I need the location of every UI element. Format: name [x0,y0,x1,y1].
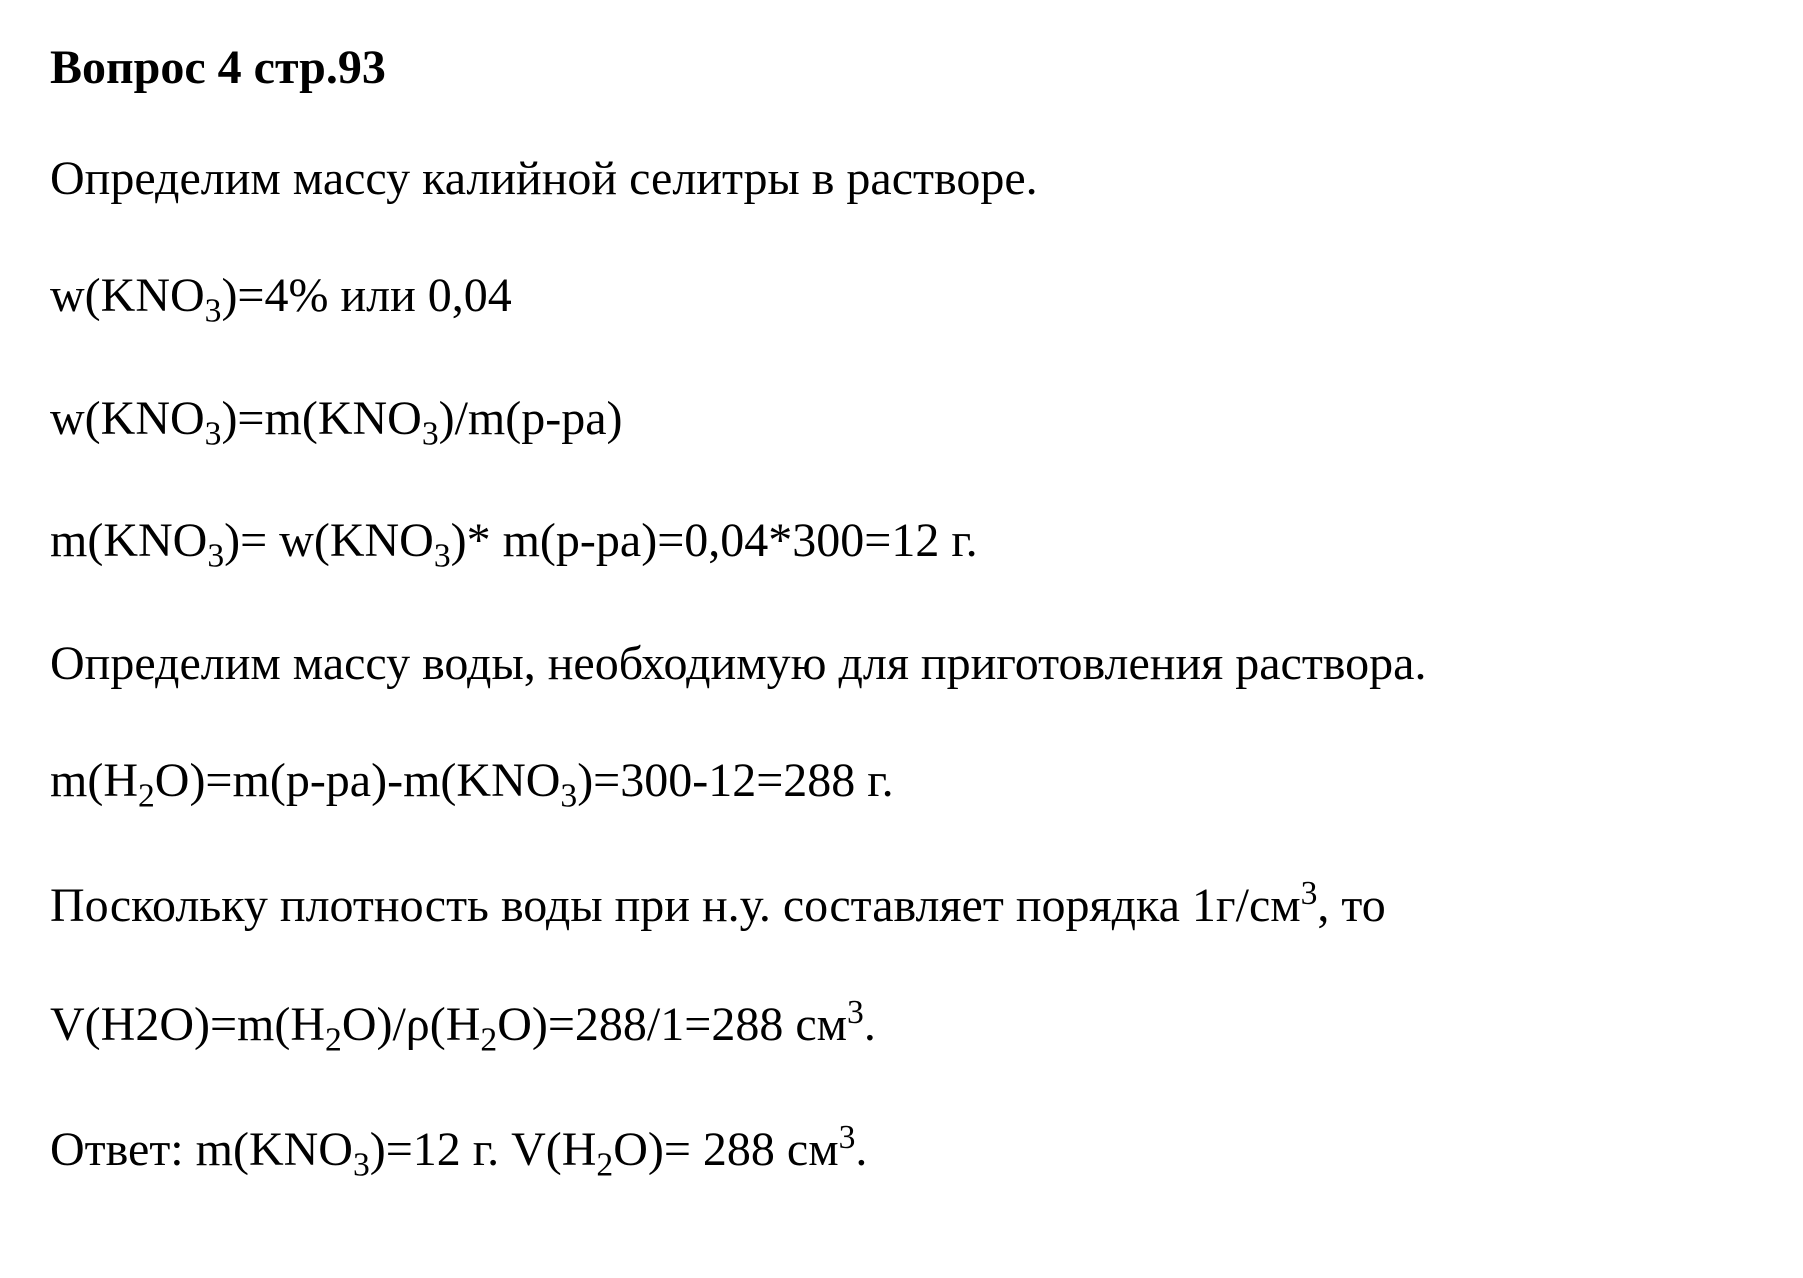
l4-a: m(KNO [50,514,207,567]
l2-sub: 3 [205,293,222,330]
l3-d: 3 [422,415,439,452]
l9-a: Ответ: m(KNO [50,1123,353,1176]
l6-d: 3 [560,778,577,815]
line-9: Ответ: m(KNO3)=12 г. V(H2O)= 288 см3. [50,1114,1753,1189]
l8-b: 2 [325,1022,342,1059]
l2-post: )=4% или 0,04 [221,269,511,322]
l9-c: )=12 г. V(H [370,1123,597,1176]
l6-e: )=300-12=288 г. [577,754,893,807]
l9-b: 3 [353,1146,370,1183]
line-8: V(H2O)=m(H2O)/ρ(H2O)=288/1=288 см3. [50,989,1753,1064]
l7-b: 3 [1301,875,1318,912]
l8-d: 2 [480,1022,497,1059]
line-3: w(KNO3)=m(KNO3)/m(р-ра) [50,385,1753,458]
question-heading: Вопрос 4 стр.93 [50,40,1753,95]
line-7: Поскольку плотность воды при н.у. состав… [50,870,1753,939]
l9-d: 2 [596,1146,613,1183]
l2-pre: w(KNO [50,269,205,322]
l9-e: O)= 288 см [613,1123,838,1176]
line-2: w(KNO3)=4% или 0,04 [50,262,1753,335]
l4-b: 3 [207,538,224,575]
l8-c: O)/ρ(H [342,998,481,1051]
l3-b: 3 [205,415,222,452]
l3-a: w(KNO [50,392,205,445]
l9-f: 3 [839,1119,856,1156]
l4-c: )= w(KNO [224,514,434,567]
l6-b: 2 [138,778,155,815]
l7-a: Поскольку плотность воды при н.у. состав… [50,879,1301,932]
l9-g: . [855,1123,867,1176]
l6-c: O)=m(р-ра)-m(KNO [155,754,561,807]
l7-c: , то [1317,879,1385,932]
l8-g: . [864,998,876,1051]
l8-a: V(H2O)=m(H [50,998,325,1051]
line-6: m(H2O)=m(р-ра)-m(KNO3)=300-12=288 г. [50,747,1753,820]
l8-f: 3 [847,994,864,1031]
l8-e: O)=288/1=288 см [497,998,847,1051]
line-1: Определим массу калийной селитры в раств… [50,145,1753,212]
l4-e: )* m(р-ра)=0,04*300=12 г. [451,514,978,567]
line-4: m(KNO3)= w(KNO3)* m(р-ра)=0,04*300=12 г. [50,507,1753,580]
line-5: Определим массу воды, необходимую для пр… [50,630,1753,697]
l3-c: )=m(KNO [221,392,421,445]
l4-d: 3 [434,538,451,575]
l3-e: )/m(р-ра) [439,392,623,445]
l6-a: m(H [50,754,138,807]
